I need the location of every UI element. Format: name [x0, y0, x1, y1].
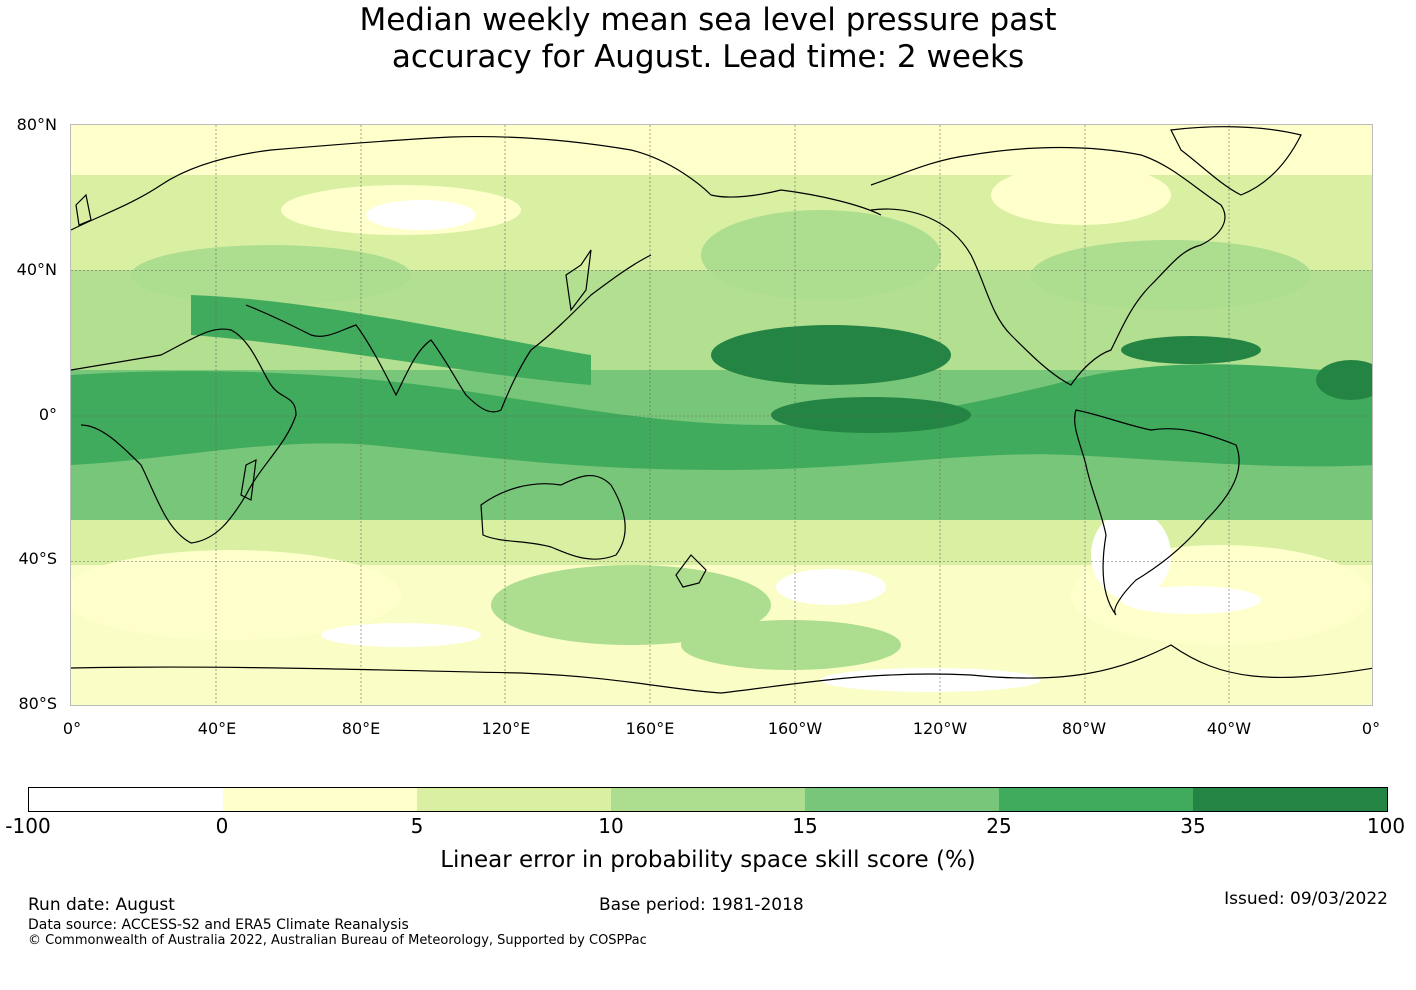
colorbar-label: Linear error in probability space skill …: [440, 847, 976, 873]
colorbar-tick: 35: [1180, 814, 1206, 838]
lon-label-40w: 40°W: [1206, 719, 1252, 738]
colorbar-tick: 25: [986, 814, 1012, 838]
coastline-japan: [565, 249, 592, 312]
map-gridlines: [71, 125, 1372, 705]
lon-label-160w: 160°W: [767, 719, 823, 738]
title-line-2: accuracy for August. Lead time: 2 weeks: [391, 39, 1025, 75]
lat-label-40n: 40°N: [16, 260, 57, 279]
lon-label-160e: 160°E: [625, 719, 675, 738]
colorbar-segment: [1193, 788, 1387, 811]
coastline-greenland: [1170, 126, 1302, 196]
low-skill-regions: [71, 125, 1372, 705]
colorbar-tick: 15: [792, 814, 818, 838]
coastline-antarctica: [71, 644, 1372, 694]
lat-label-40s: 40°S: [18, 549, 57, 568]
lat-label-80n: 80°N: [16, 115, 57, 134]
lon-label-40e: 40°E: [197, 719, 237, 738]
high-skill-regions: [71, 295, 1372, 470]
coastline-south-asia: [245, 254, 652, 413]
colorbar: [28, 787, 1388, 812]
coastline-uk: [75, 193, 92, 226]
lon-label-0-end: 0°: [1361, 719, 1381, 738]
copyright: © Commonwealth of Australia 2022, Austra…: [28, 933, 647, 948]
colorbar-tick: 5: [410, 814, 424, 838]
coastline-australia: [480, 475, 626, 560]
coastline-africa: [71, 328, 297, 544]
map-title: Median weekly mean sea level pressure pa…: [0, 2, 1416, 76]
issued-date: Issued: 09/03/2022: [1224, 889, 1388, 909]
coastline-eurasia: [71, 135, 882, 231]
lon-label-80w: 80°W: [1061, 719, 1107, 738]
map-canvas: [71, 125, 1372, 705]
coastline-north-america: [870, 146, 1226, 386]
lat-label-0: 0°: [38, 405, 57, 424]
base-period: Base period: 1981-2018: [599, 895, 804, 915]
coastline-new-zealand: [675, 554, 707, 588]
coastlines: [71, 126, 1372, 694]
lon-label-120e: 120°E: [481, 719, 531, 738]
lon-label-120w: 120°W: [912, 719, 968, 738]
colorbar-segment: [417, 788, 611, 811]
lon-label-80e: 80°E: [341, 719, 381, 738]
data-source: Data source: ACCESS-S2 and ERA5 Climate …: [28, 917, 409, 933]
colorbar-segment: [805, 788, 999, 811]
run-date: Run date: August: [28, 895, 175, 915]
title-line-1: Median weekly mean sea level pressure pa…: [359, 2, 1057, 38]
skill-score-map: [70, 124, 1373, 706]
coastline-south-america: [1074, 409, 1240, 616]
colorbar-tick: 100: [1366, 814, 1406, 838]
colorbar-segment: [29, 788, 223, 811]
coastline-madagascar: [240, 458, 257, 501]
colorbar-tick: -100: [5, 814, 51, 838]
colorbar-segment: [223, 788, 417, 811]
colorbar-segment: [611, 788, 805, 811]
colorbar-tick: 0: [215, 814, 229, 838]
colorbar-segment: [999, 788, 1193, 811]
lon-label-0: 0°: [62, 719, 82, 738]
lat-label-80s: 80°S: [18, 694, 57, 713]
colorbar-tick: 10: [598, 814, 624, 838]
